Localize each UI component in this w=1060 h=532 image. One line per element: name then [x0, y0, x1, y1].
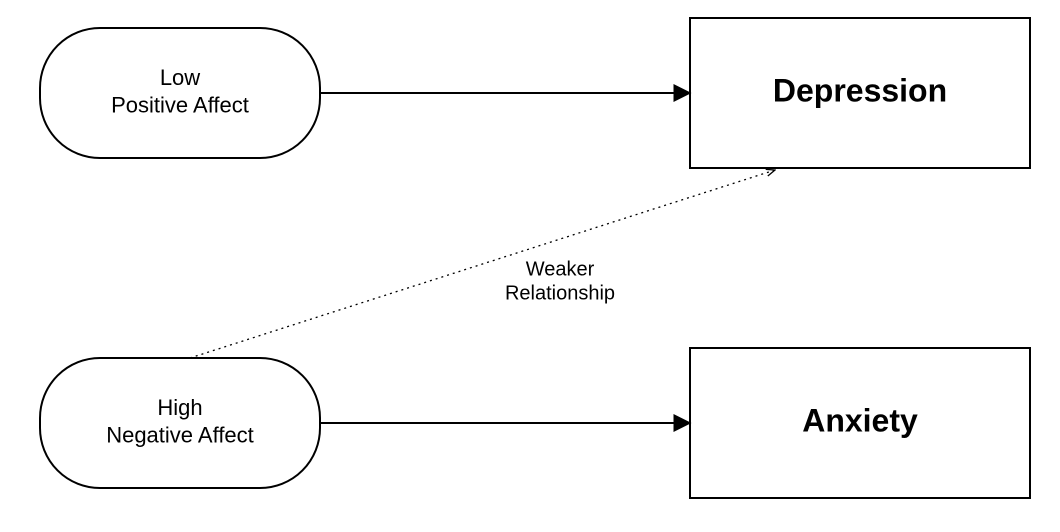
node-depression: Depression — [690, 18, 1030, 168]
node-anxiety-label-0: Anxiety — [802, 402, 918, 438]
node-anxiety: Anxiety — [690, 348, 1030, 498]
node-high-na: High Negative Affect — [40, 358, 320, 488]
affect-diagram: Low Positive Affect High Negative Affect Dep… — [0, 0, 1060, 532]
edge-highna-depression — [190, 170, 775, 358]
edge-highna-depression-label-0: Weaker — [526, 258, 595, 280]
node-low-pa-label-1: Positive Affect — [111, 93, 249, 118]
node-high-na-label-1: Negative Affect — [106, 423, 254, 448]
node-low-pa-label-0: Low — [160, 65, 200, 90]
node-depression-label-0: Depression — [773, 72, 947, 108]
edge-highna-depression-label-1: Relationship — [505, 282, 615, 304]
node-low-pa: Low Positive Affect — [40, 28, 320, 158]
node-high-na-label-0: High — [157, 395, 202, 420]
